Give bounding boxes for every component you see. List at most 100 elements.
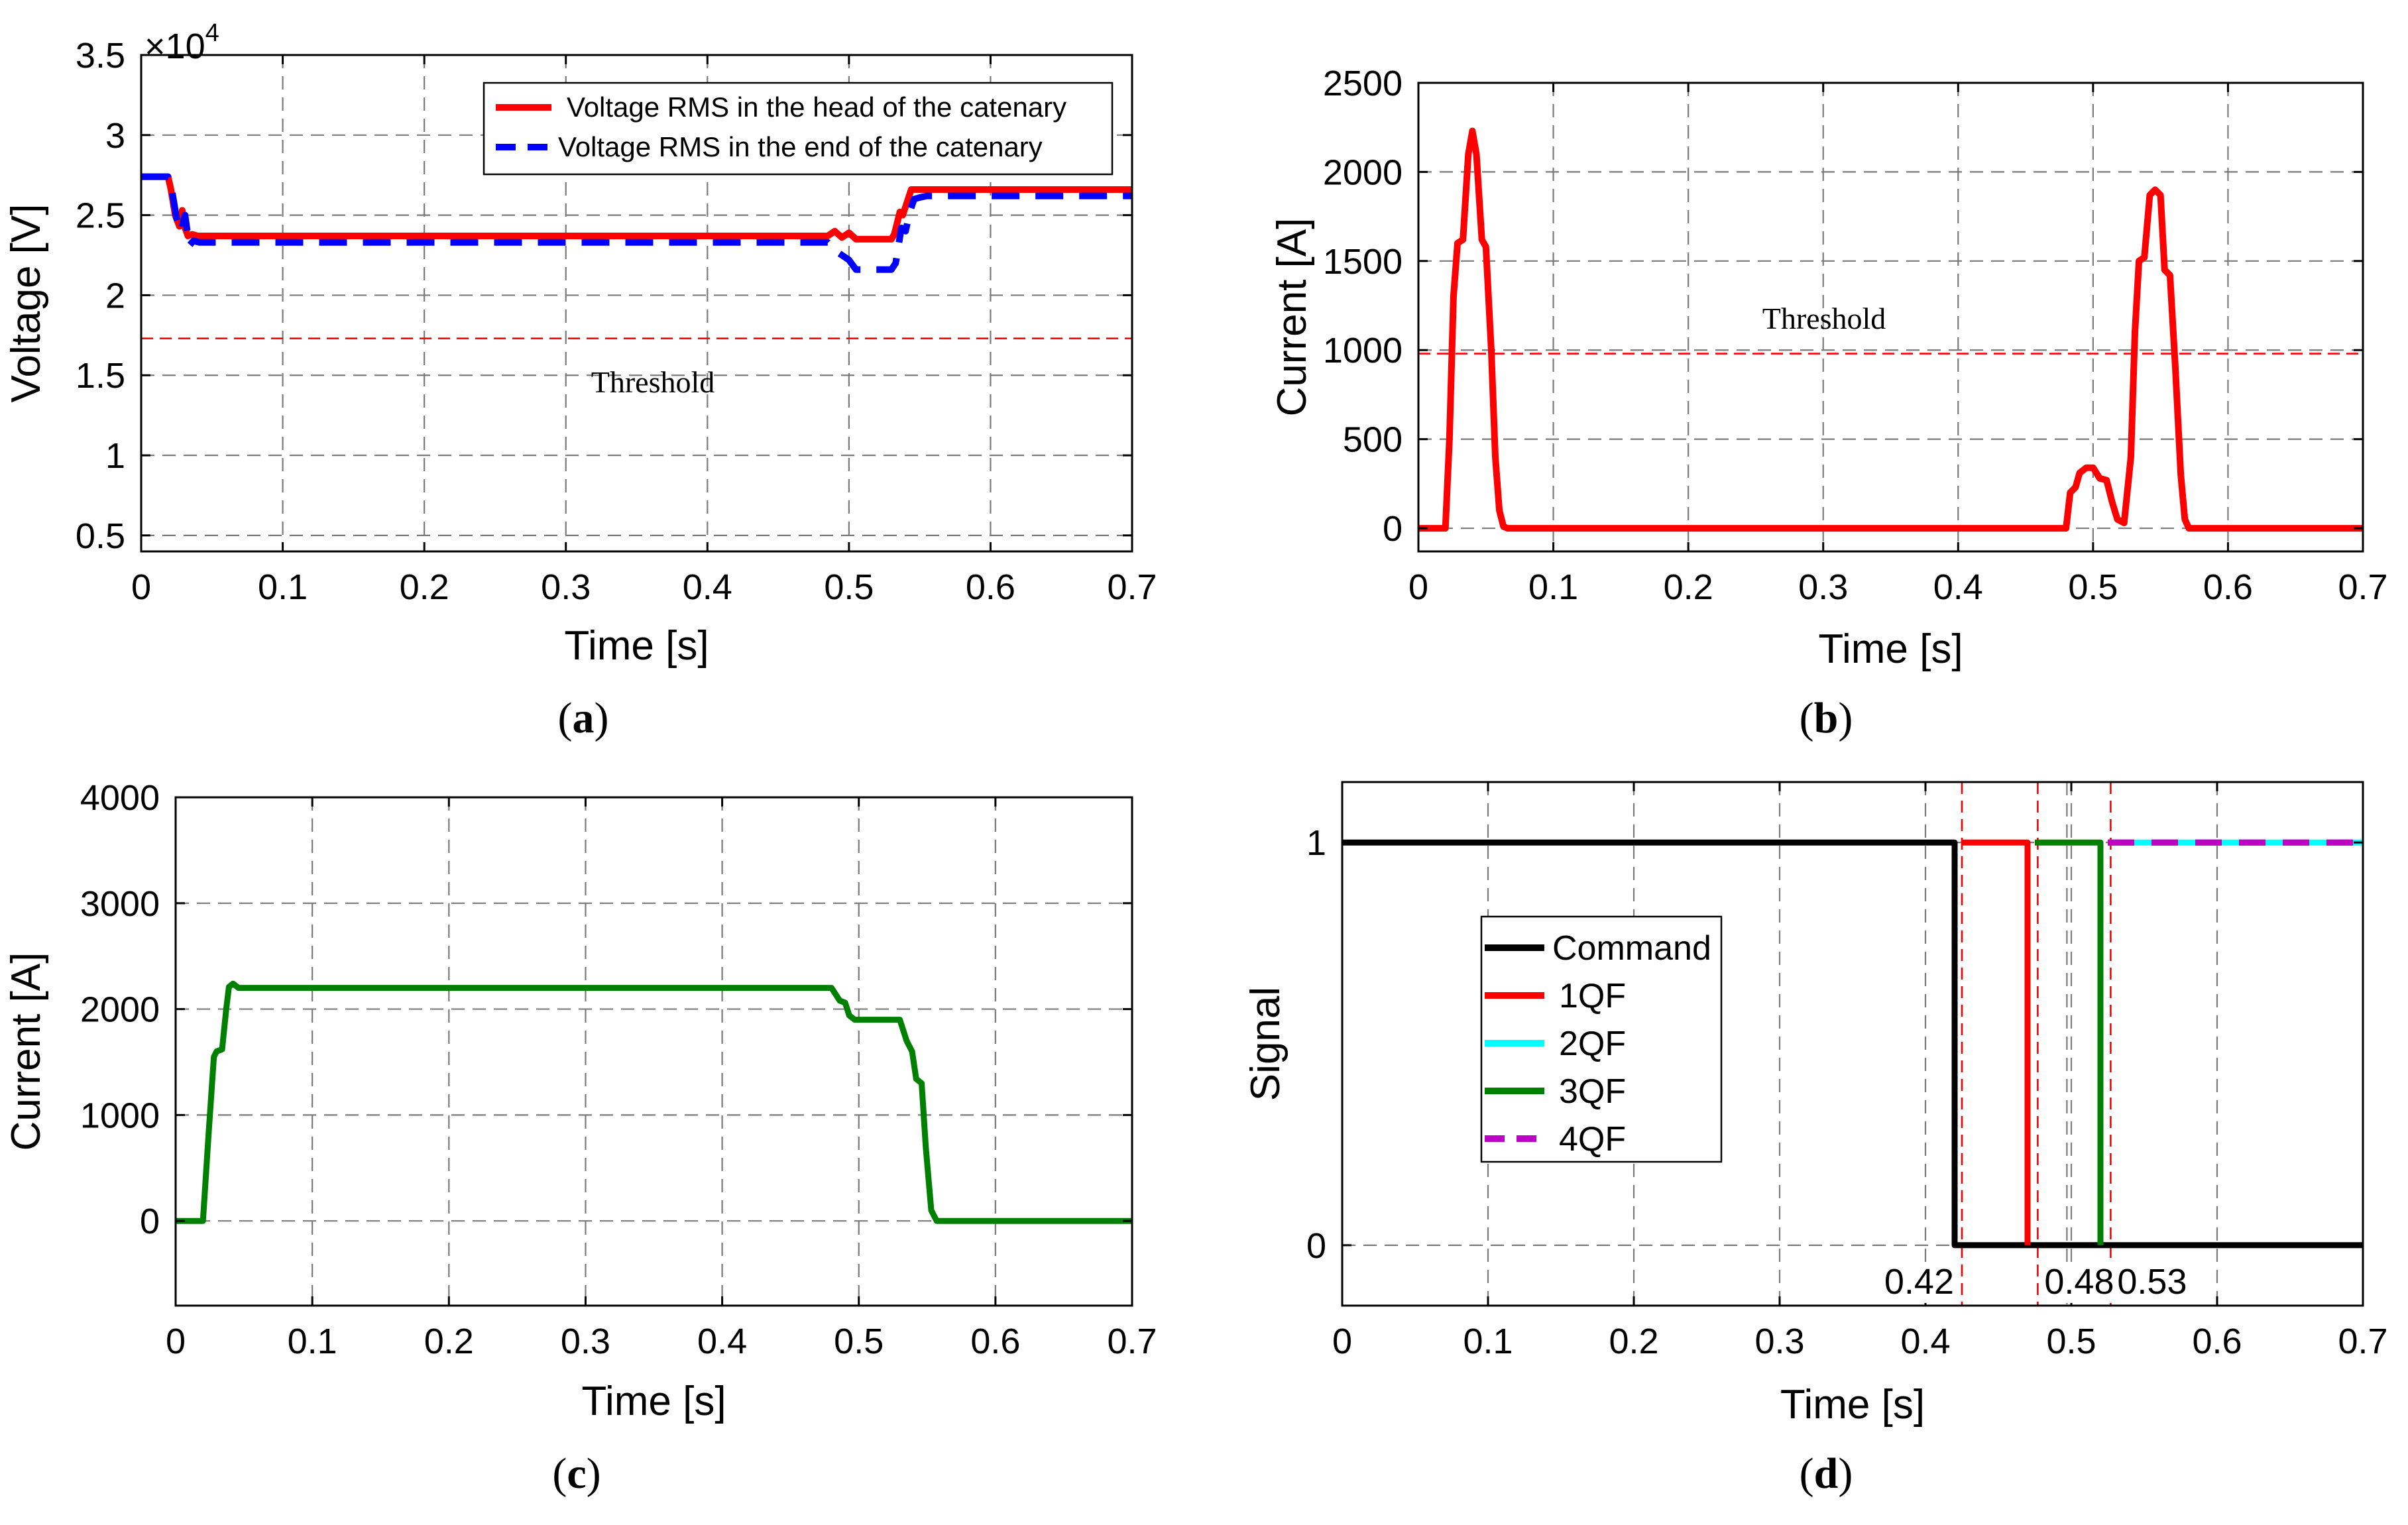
y-axis-label: Signal	[1243, 987, 1289, 1101]
marker-label: 0.42	[1884, 1262, 1954, 1302]
axes-frame	[1417, 82, 2364, 553]
x-tick-label: 0.1	[1463, 1322, 1513, 1361]
x-tick-label: 0.7	[2338, 1322, 2387, 1361]
series-line-voltage-rms-in-the-head-of-the-catenary	[141, 173, 1132, 243]
x-tick-label: 0.3	[1754, 1322, 1804, 1361]
x-tick-label: 0.6	[970, 1322, 1020, 1361]
marker-label: 0.48	[2044, 1262, 2114, 1302]
x-axis-label: Time [s]	[1780, 1382, 1925, 1428]
x-tick-label: 0.1	[288, 1322, 337, 1361]
y-tick-label: 2500	[1323, 64, 1403, 103]
legend-label: 1QF	[1559, 977, 1626, 1015]
y-axis-label: Current [A]	[1269, 218, 1315, 417]
x-tick-label: 0.5	[824, 567, 874, 607]
marker-label-bg	[1873, 1265, 1954, 1303]
y-tick-label: 0	[140, 1202, 160, 1241]
y-tick-label: 1000	[80, 1096, 160, 1135]
caption-letter: c	[567, 1449, 586, 1498]
x-tick-label: 0.2	[1664, 567, 1713, 607]
y-tick-label: 0	[1383, 509, 1403, 549]
x-axis-label: Time [s]	[1818, 626, 1963, 672]
x-axis-label: Time [s]	[581, 1379, 726, 1424]
marker-label-bg	[2041, 1265, 2123, 1303]
x-tick-label: 0.2	[400, 567, 449, 607]
legend-label: Voltage RMS in the head of the catenary	[567, 91, 1066, 123]
panel-c: 0 0.1 0.2 0.3 0.4 0.5 0.6 0.7 0 1000 2000 3000 4000 T…	[3, 778, 1157, 1498]
caption-letter: b	[1814, 694, 1839, 742]
panel-d: 0 0.1 0.2 0.3 0.4 0.5 0.6 0.7 0 1 Time [s] Signal (d…	[1243, 781, 2388, 1498]
y-tick-label: 1000	[1323, 331, 1403, 370]
caption-letter: d	[1814, 1449, 1839, 1498]
y-exponent-label: ×104	[144, 19, 219, 66]
panel-caption: (c)	[552, 1449, 601, 1498]
axes-frame	[1341, 781, 2364, 1307]
marker-label-bg	[2114, 1265, 2196, 1303]
plot-area	[176, 797, 1132, 1306]
y-tick-label: 500	[1343, 420, 1403, 460]
series-line-current	[176, 980, 1132, 1224]
y-tick-label: 1	[105, 436, 125, 476]
x-tick-label: 0.3	[1798, 567, 1848, 607]
x-tick-label: 0.3	[541, 567, 591, 607]
y-axis-label: Voltage [V]	[3, 204, 49, 403]
legend-label: 3QF	[1559, 1072, 1626, 1111]
panel-caption: (b)	[1800, 694, 1853, 742]
y-tick-label: 1500	[1323, 242, 1403, 282]
series-line-3qf	[2035, 839, 2104, 1245]
x-axis-label: Time [s]	[564, 623, 709, 669]
caption-letter: a	[573, 694, 595, 742]
series-line-current	[1418, 127, 2363, 532]
legend-box	[1480, 915, 1723, 1163]
y-tick-label: 4000	[80, 778, 160, 818]
threshold-label: Threshold	[1762, 302, 1886, 335]
legend-label: Voltage RMS in the end of the catenary	[558, 131, 1043, 162]
panel-caption: (a)	[558, 694, 609, 742]
series-line-1qf	[1962, 839, 2031, 1245]
y-tick-label: 2000	[1323, 152, 1403, 192]
legend-box	[483, 82, 1114, 176]
x-tick-label: 0.6	[966, 567, 1015, 607]
legend-label: 2QF	[1559, 1025, 1626, 1063]
x-tick-label: 0.5	[2046, 1322, 2096, 1361]
legend: Command 1QF 2QF 3QF 4QF	[1480, 915, 1723, 1163]
x-tick-label: 0	[1408, 567, 1428, 607]
x-tick-label: 0	[166, 1322, 186, 1361]
y-tick-label: 3000	[80, 884, 160, 924]
x-tick-label: 0.7	[1107, 1322, 1157, 1361]
y-tick-label: 2	[105, 276, 125, 315]
x-tick-label: 0.7	[2338, 567, 2387, 607]
x-tick-label: 0.3	[561, 1322, 610, 1361]
y-tick-label: 1	[1306, 823, 1326, 863]
x-tick-label: 0.1	[1528, 567, 1578, 607]
y-axis-label: Current [A]	[3, 952, 49, 1151]
x-tick-label: 0.2	[1609, 1322, 1658, 1361]
legend-label: 4QF	[1559, 1120, 1626, 1158]
y-tick-label: 2000	[80, 990, 160, 1030]
y-tick-label: 2.5	[76, 196, 125, 236]
axes-frame	[140, 54, 1133, 553]
x-tick-label: 0.4	[697, 1322, 747, 1361]
x-tick-label: 0	[131, 567, 151, 607]
plot-area	[1418, 83, 2363, 551]
x-tick-label: 0.4	[1900, 1322, 1950, 1361]
panel-caption: (d)	[1800, 1449, 1853, 1498]
y-tick-label: 0.5	[76, 516, 125, 556]
y-tick-label: 0	[1306, 1226, 1326, 1266]
legend-label: Command	[1552, 929, 1711, 968]
x-tick-label: 0.5	[2068, 567, 2118, 607]
y-tick-label: 3	[105, 116, 125, 156]
panel-a: 0 0.1 0.2 0.3 0.4 0.5 0.6 0.7 0.5 1 1.5 2 2.5 3 3.5 Tim…	[3, 19, 1157, 742]
marker-label: 0.53	[2117, 1262, 2187, 1302]
x-tick-label: 0.4	[1933, 567, 1983, 607]
x-tick-label: 0.6	[2192, 1322, 2242, 1361]
threshold-label: Threshold	[591, 365, 715, 399]
x-tick-label: 0.6	[2203, 567, 2253, 607]
panel-b: 0 0.1 0.2 0.3 0.4 0.5 0.6 0.7 0 500 1000 1500 2000 25…	[1269, 64, 2388, 742]
x-tick-label: 0.5	[834, 1322, 884, 1361]
x-tick-label: 0.1	[258, 567, 308, 607]
x-tick-label: 0	[1332, 1322, 1352, 1361]
x-tick-label: 0.4	[683, 567, 732, 607]
y-tick-label: 1.5	[76, 356, 125, 396]
x-tick-label: 0.2	[424, 1322, 474, 1361]
